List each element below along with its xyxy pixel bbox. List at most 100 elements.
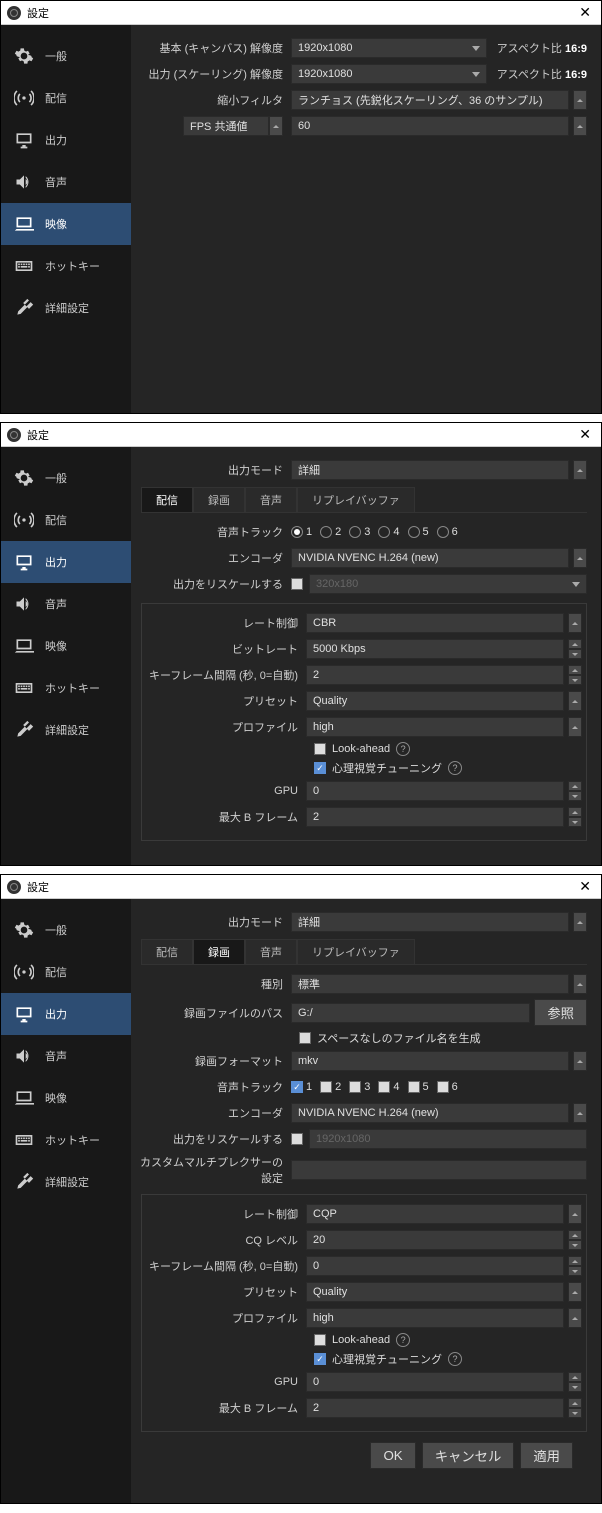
spinner[interactable] xyxy=(568,1282,582,1302)
gpu-input[interactable]: 0 xyxy=(306,781,564,801)
sidebar-item-hotkeys[interactable]: ホットキー xyxy=(1,1119,131,1161)
sidebar-item-advanced[interactable]: 詳細設定 xyxy=(1,287,131,329)
fps-type-select[interactable]: FPS 共通値 xyxy=(183,116,269,136)
spinner-down-icon[interactable] xyxy=(568,1382,582,1392)
spinner-up-icon[interactable] xyxy=(568,639,582,649)
sidebar-item-general[interactable]: 一般 xyxy=(1,909,131,951)
audio-track-3[interactable]: 3 xyxy=(349,1081,370,1093)
spinner-down-icon[interactable] xyxy=(568,649,582,659)
audio-track-1[interactable]: 1 xyxy=(291,526,312,538)
spinner[interactable] xyxy=(269,116,283,136)
sidebar-item-advanced[interactable]: 詳細設定 xyxy=(1,709,131,751)
cq-input[interactable]: 20 xyxy=(306,1230,564,1250)
sidebar-item-video[interactable]: 映像 xyxy=(1,203,131,245)
cancel-button[interactable]: キャンセル xyxy=(422,1442,515,1469)
audio-track-2[interactable]: 2 xyxy=(320,1081,341,1093)
spinner[interactable] xyxy=(568,717,582,737)
spinner[interactable] xyxy=(573,90,587,110)
tab-0[interactable]: 配信 xyxy=(141,939,193,964)
spinner-up-icon[interactable] xyxy=(573,974,587,994)
spinner[interactable] xyxy=(573,548,587,568)
mux-input[interactable] xyxy=(291,1160,587,1180)
spinner[interactable] xyxy=(568,665,582,685)
sidebar-item-audio[interactable]: 音声 xyxy=(1,161,131,203)
rec-path-input[interactable]: G:/ xyxy=(291,1003,530,1023)
keyframe-input[interactable]: 2 xyxy=(306,665,564,685)
output-mode-select[interactable]: 詳細 xyxy=(291,460,569,480)
audio-track-4[interactable]: 4 xyxy=(378,526,399,538)
spinner-down-icon[interactable] xyxy=(568,791,582,801)
spinner-up-icon[interactable] xyxy=(568,1282,582,1302)
spinner[interactable] xyxy=(568,807,582,827)
spinner-up-icon[interactable] xyxy=(573,1103,587,1123)
sidebar-item-hotkeys[interactable]: ホットキー xyxy=(1,245,131,287)
spinner[interactable] xyxy=(568,1398,582,1418)
spinner-up-icon[interactable] xyxy=(568,1398,582,1408)
gpu-input[interactable]: 0 xyxy=(306,1372,564,1392)
audio-track-6[interactable]: 6 xyxy=(437,1081,458,1093)
tab-3[interactable]: リプレイバッファ xyxy=(297,939,415,964)
spinner-up-icon[interactable] xyxy=(573,116,587,136)
sidebar-item-hotkeys[interactable]: ホットキー xyxy=(1,667,131,709)
audio-track-5[interactable]: 5 xyxy=(408,526,429,538)
tab-3[interactable]: リプレイバッファ xyxy=(297,487,415,512)
tab-0[interactable]: 配信 xyxy=(141,487,193,512)
rescale-checkbox[interactable] xyxy=(291,578,303,590)
spinner[interactable] xyxy=(573,974,587,994)
spinner[interactable] xyxy=(568,1372,582,1392)
spinner[interactable] xyxy=(573,912,587,932)
encoder-select[interactable]: NVIDIA NVENC H.264 (new) xyxy=(291,1103,569,1123)
sidebar-item-general[interactable]: 一般 xyxy=(1,35,131,77)
spinner-down-icon[interactable] xyxy=(568,1240,582,1250)
spinner-up-icon[interactable] xyxy=(573,548,587,568)
sidebar-item-output[interactable]: 出力 xyxy=(1,993,131,1035)
spinner-up-icon[interactable] xyxy=(568,665,582,675)
fps-value-select[interactable]: 60 xyxy=(291,116,569,136)
audio-track-3[interactable]: 3 xyxy=(349,526,370,538)
spinner[interactable] xyxy=(568,613,582,633)
spinner[interactable] xyxy=(568,1204,582,1224)
close-icon[interactable]: ✕ xyxy=(575,878,595,895)
spinner-up-icon[interactable] xyxy=(568,781,582,791)
rate-control-select[interactable]: CBR xyxy=(306,613,564,633)
no-space-checkbox[interactable] xyxy=(299,1032,311,1044)
spinner[interactable] xyxy=(568,691,582,711)
spinner[interactable] xyxy=(573,1051,587,1071)
spinner[interactable] xyxy=(573,1103,587,1123)
spinner-up-icon[interactable] xyxy=(573,460,587,480)
bframes-input[interactable]: 2 xyxy=(306,1398,564,1418)
sidebar-item-stream[interactable]: 配信 xyxy=(1,77,131,119)
lookahead-checkbox[interactable] xyxy=(314,743,326,755)
sidebar-item-output[interactable]: 出力 xyxy=(1,119,131,161)
spinner-up-icon[interactable] xyxy=(573,912,587,932)
audio-track-1[interactable]: 1 xyxy=(291,1081,312,1093)
spinner-up-icon[interactable] xyxy=(568,1308,582,1328)
spinner[interactable] xyxy=(568,1256,582,1276)
keyframe-input[interactable]: 0 xyxy=(306,1256,564,1276)
spinner-up-icon[interactable] xyxy=(568,1256,582,1266)
spinner-up-icon[interactable] xyxy=(568,807,582,817)
tab-2[interactable]: 音声 xyxy=(245,487,297,512)
apply-button[interactable]: 適用 xyxy=(520,1442,573,1469)
sidebar-item-output[interactable]: 出力 xyxy=(1,541,131,583)
spinner[interactable] xyxy=(573,460,587,480)
sidebar-item-general[interactable]: 一般 xyxy=(1,457,131,499)
spinner-up-icon[interactable] xyxy=(573,1051,587,1071)
browse-button[interactable]: 参照 xyxy=(534,999,587,1026)
spinner-up-icon[interactable] xyxy=(573,90,587,110)
spinner-up-icon[interactable] xyxy=(568,1230,582,1240)
encoder-select[interactable]: NVIDIA NVENC H.264 (new) xyxy=(291,548,569,568)
spinner[interactable] xyxy=(568,1308,582,1328)
audio-track-2[interactable]: 2 xyxy=(320,526,341,538)
help-icon[interactable]: ? xyxy=(396,1333,410,1347)
output-mode-select[interactable]: 詳細 xyxy=(291,912,569,932)
sidebar-item-stream[interactable]: 配信 xyxy=(1,951,131,993)
spinner[interactable] xyxy=(568,1230,582,1250)
audio-track-6[interactable]: 6 xyxy=(437,526,458,538)
sidebar-item-advanced[interactable]: 詳細設定 xyxy=(1,1161,131,1203)
spinner-up-icon[interactable] xyxy=(568,1204,582,1224)
spinner-down-icon[interactable] xyxy=(568,675,582,685)
lookahead-checkbox[interactable] xyxy=(314,1334,326,1346)
sidebar-item-audio[interactable]: 音声 xyxy=(1,583,131,625)
help-icon[interactable]: ? xyxy=(448,761,462,775)
